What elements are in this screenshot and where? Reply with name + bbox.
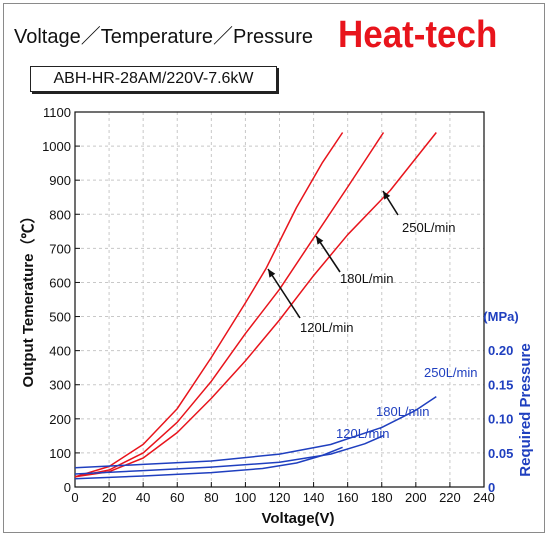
y-tick-label: 600: [49, 275, 71, 290]
y-tick-label: 700: [49, 241, 71, 256]
x-tick-label: 200: [405, 490, 427, 505]
tick-labels: 0 20 40 60 80 100 120 140 160 180 200 220 2400100200…: [42, 105, 513, 505]
brand-logo: Heat-tech: [338, 14, 498, 56]
temperature-line-120L-min: [74, 132, 344, 478]
annotations: 250L/min 180L/min 120L/min 250L/min 180L/min…: [267, 190, 477, 441]
y-tick-label: 100: [49, 446, 71, 461]
annotation-pres-180: 180L/min: [376, 404, 429, 419]
y-tick-label: 900: [49, 173, 71, 188]
x-axis-label: Voltage(V): [261, 510, 334, 527]
annotation-temp-250: 250L/min: [402, 220, 455, 235]
y2-tick-label: 0: [488, 480, 495, 495]
pressure-line-120L-min: [74, 446, 343, 480]
y-tick-label: 1000: [42, 139, 71, 154]
temperature-line-250L-min: [74, 132, 437, 478]
y2-tick-label: 0.05: [488, 446, 513, 461]
x-tick-label: 20: [102, 490, 116, 505]
x-tick-label: 60: [170, 490, 184, 505]
temperature-line-180L-min: [74, 132, 385, 478]
arrow-180-head: [316, 236, 324, 245]
annotation-pres-250: 250L/min: [424, 365, 477, 380]
y2-axis-unit: (MPa): [483, 309, 518, 324]
arrow-250-head: [383, 191, 391, 200]
chart-frame: [3, 3, 545, 533]
pressure-line-180L-min: [74, 434, 384, 475]
y-tick-label: 500: [49, 310, 71, 325]
x-tick-label: 40: [136, 490, 150, 505]
axes: [74, 111, 485, 488]
y-tick-label: 300: [49, 378, 71, 393]
y-tick-label: 1100: [43, 105, 71, 120]
annotation-temp-120: 120L/min: [300, 320, 353, 335]
y-tick-label: 200: [49, 412, 71, 427]
x-tick-label: 140: [303, 490, 325, 505]
y2-axis-label: Required Pressure: [517, 343, 534, 476]
y-tick-label: 0: [64, 480, 71, 495]
y2-tick-label: 0.10: [488, 412, 513, 427]
page-title: Voltage／Temperature／Pressure: [14, 26, 314, 48]
annotation-pres-120: 120L/min: [336, 426, 389, 441]
arrow-120: [267, 268, 301, 319]
x-tick-label: 160: [337, 490, 359, 505]
annotation-temp-180: 180L/min: [340, 271, 393, 286]
y2-tick-label: 0.15: [488, 377, 513, 392]
x-tick-label: 80: [204, 490, 218, 505]
y-axis-label: Output Temerature（℃）: [19, 209, 37, 388]
model-label: ABH-HR-28AM/220V-7.6kW: [30, 66, 277, 92]
x-tick-label: 180: [371, 490, 393, 505]
y2-tick-label: 0.20: [488, 343, 513, 358]
x-tick-label: 100: [235, 490, 257, 505]
arrow-120-head: [268, 269, 276, 278]
x-tick-label: 240: [473, 490, 495, 505]
pressure-line-250L-min: [74, 395, 437, 469]
grid-lines: [75, 112, 484, 487]
y-tick-label: 400: [49, 344, 71, 359]
x-tick-label: 120: [269, 490, 291, 505]
x-tick-label: 220: [439, 490, 461, 505]
x-tick-label: 0: [71, 490, 78, 505]
series-lines: [74, 132, 437, 480]
y-tick-label: 800: [49, 207, 71, 222]
